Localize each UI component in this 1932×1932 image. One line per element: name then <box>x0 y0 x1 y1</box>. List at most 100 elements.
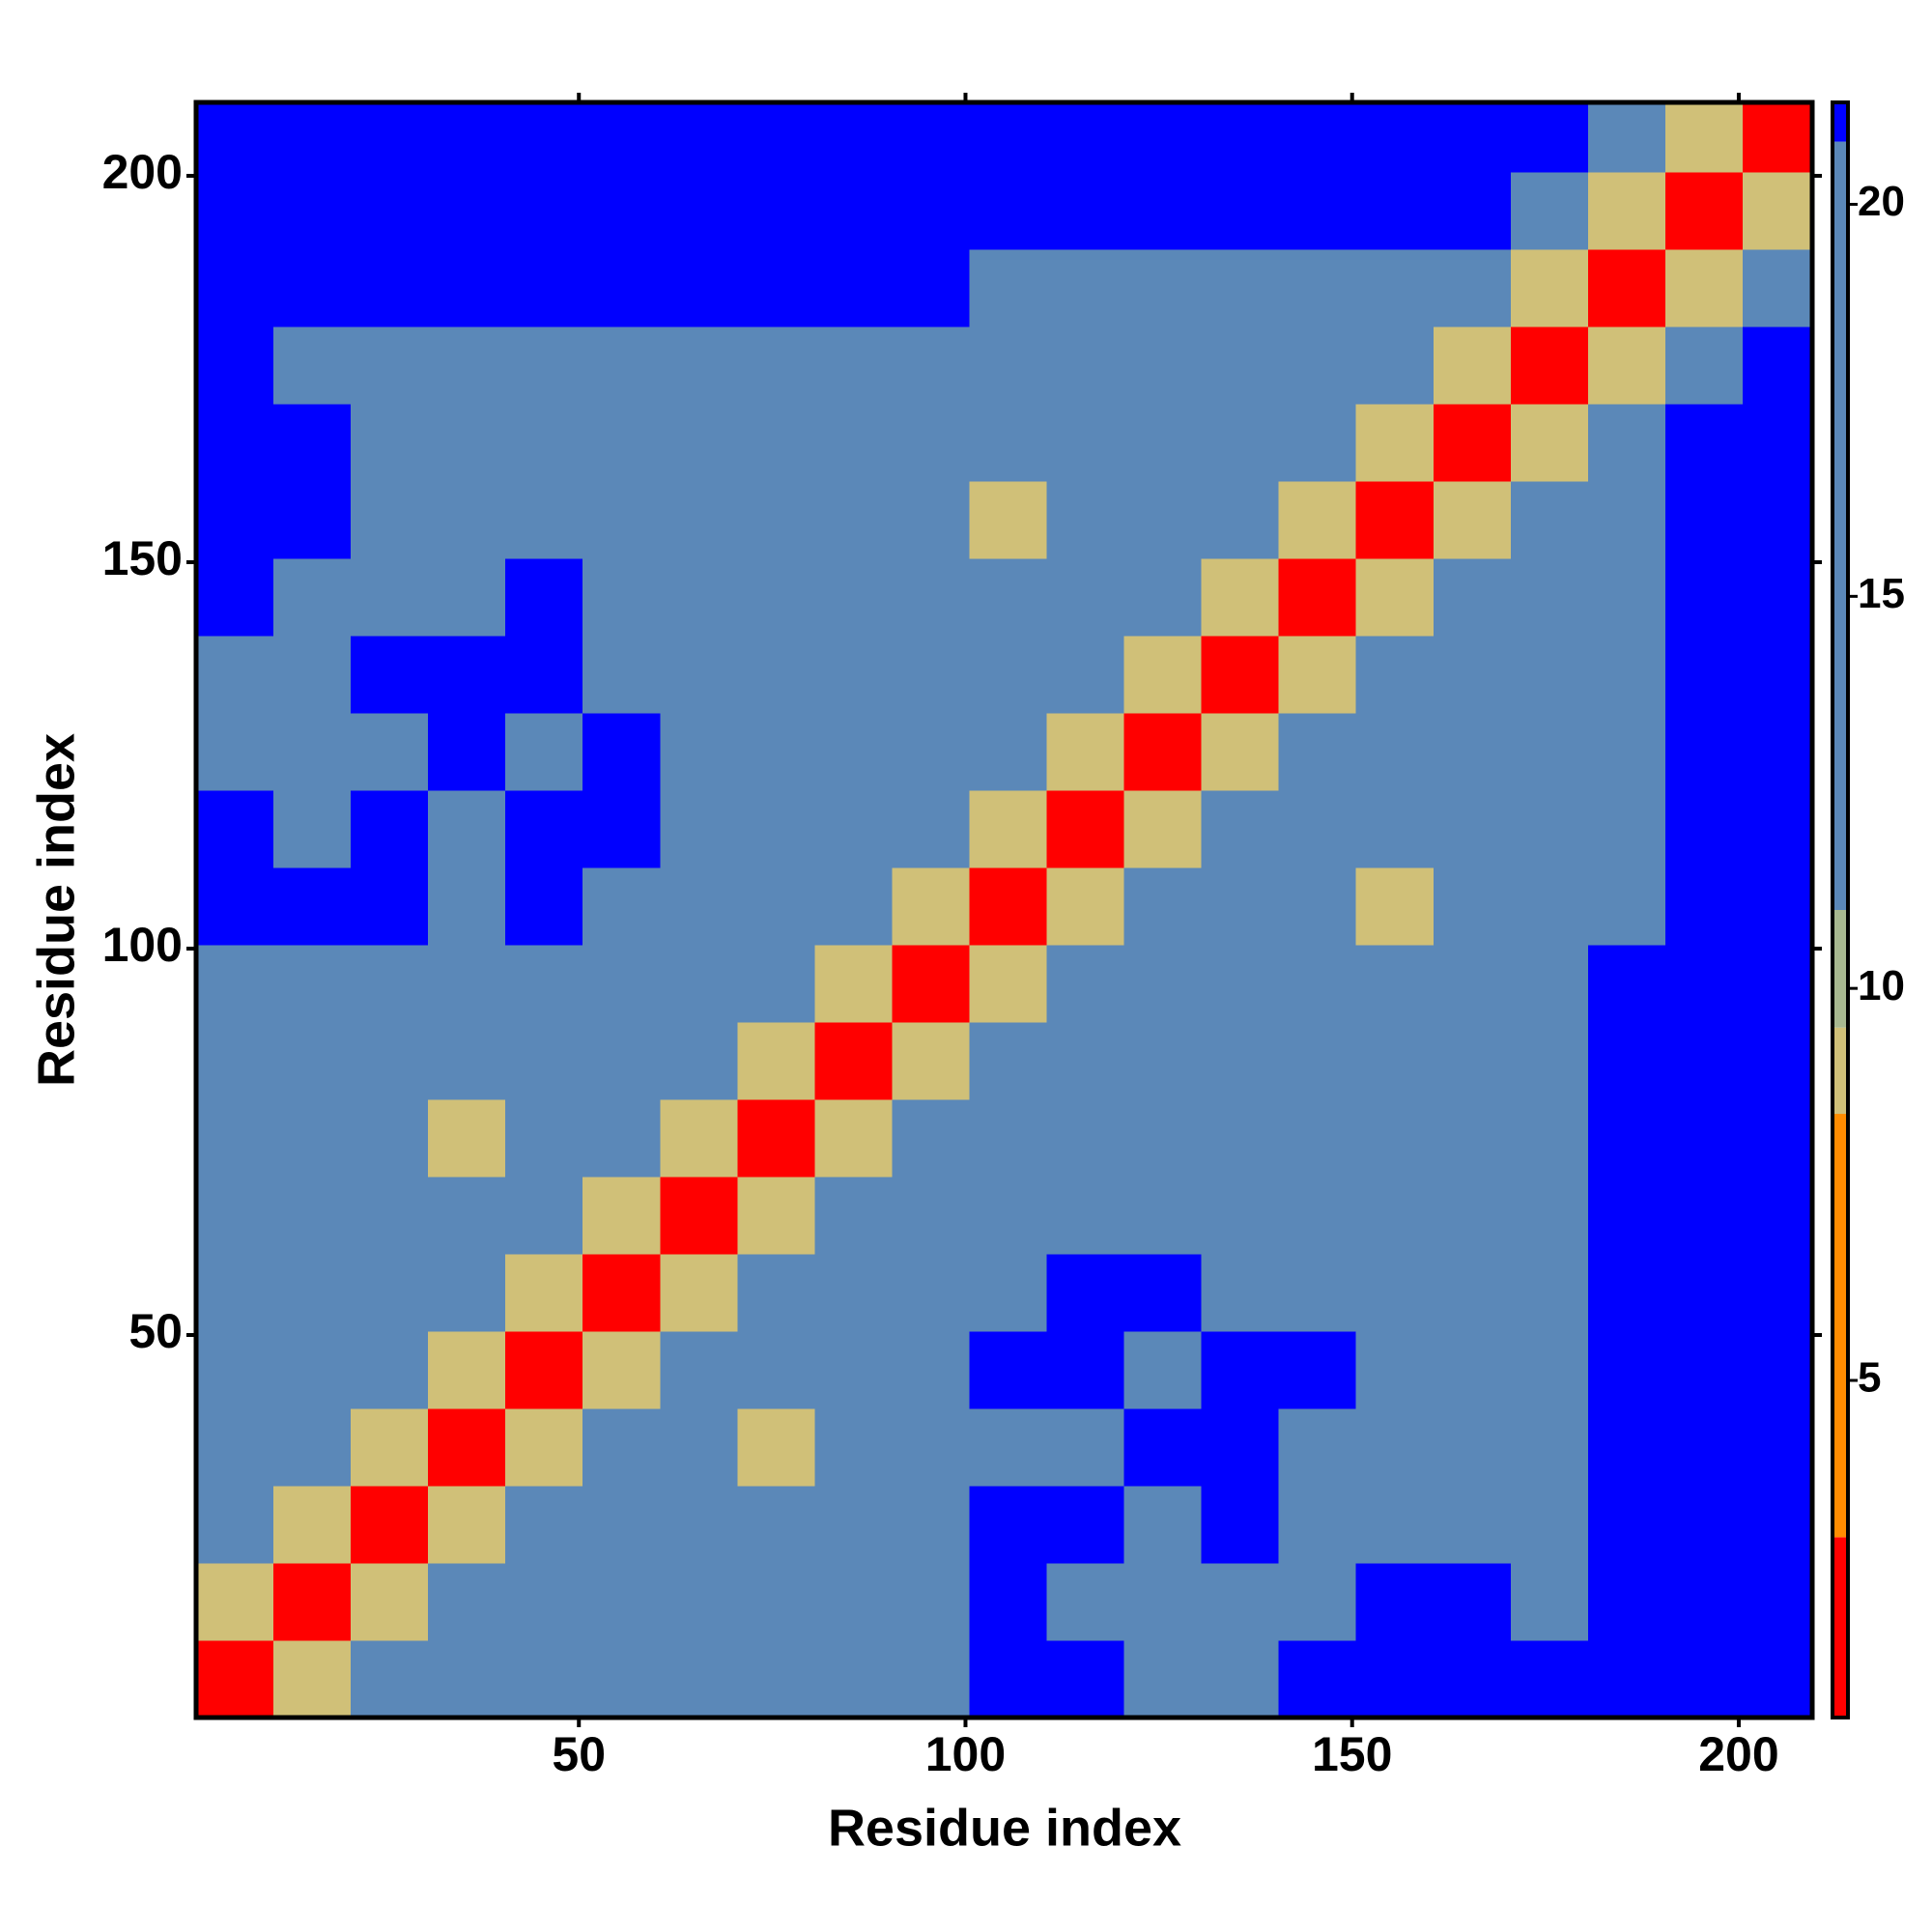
heatmap-cell <box>1123 172 1203 250</box>
heatmap-cell <box>892 481 971 559</box>
heatmap-cell <box>1201 1022 1280 1100</box>
heatmap-cell <box>1510 172 1589 250</box>
heatmap-cell <box>1123 1640 1203 1719</box>
heatmap-cell <box>1587 1099 1666 1178</box>
heatmap-cell <box>351 327 429 405</box>
x-tick-label: 200 <box>1698 1727 1778 1781</box>
heatmap-cell <box>1278 1486 1357 1564</box>
heatmap-cell <box>1201 713 1280 791</box>
heatmap-cell <box>1664 867 1744 946</box>
heatmap-cell <box>737 1254 815 1332</box>
heatmap-cell <box>1587 249 1666 327</box>
heatmap-cell <box>1433 867 1512 946</box>
heatmap-cell <box>273 102 352 173</box>
heatmap-cell <box>273 1099 352 1178</box>
heatmap-cell <box>273 558 352 637</box>
heatmap-cell <box>1355 1177 1435 1255</box>
heatmap-cell <box>1201 790 1280 868</box>
heatmap-cell <box>1587 327 1666 405</box>
heatmap-cell <box>196 481 274 559</box>
heatmap-cell <box>660 945 738 1023</box>
heatmap-cell <box>428 867 506 946</box>
heatmap-cell <box>737 867 815 946</box>
heatmap-cell <box>1201 945 1280 1023</box>
heatmap-cell <box>1201 249 1280 327</box>
heatmap-cell <box>1433 790 1512 868</box>
heatmap-cell <box>428 790 506 868</box>
heatmap-cell <box>273 1408 352 1487</box>
heatmap-cell <box>737 249 815 327</box>
heatmap-cell <box>428 1177 506 1255</box>
heatmap-cell <box>814 1022 894 1100</box>
heatmap-cell <box>505 1099 583 1178</box>
heatmap-cell <box>582 945 661 1023</box>
heatmap-cell <box>814 249 894 327</box>
heatmap-cell <box>737 1331 815 1409</box>
heatmap-cell <box>1278 102 1357 173</box>
heatmap-cell <box>273 327 352 405</box>
heatmap-cell <box>1433 404 1512 482</box>
heatmap-cell <box>505 1177 583 1255</box>
heatmap-cell <box>1433 1563 1512 1641</box>
heatmap-cell <box>351 102 429 173</box>
colorbar-segment <box>1833 141 1848 910</box>
heatmap-cell <box>1123 1486 1203 1564</box>
heatmap-cell <box>892 1640 971 1719</box>
heatmap-cell <box>1123 481 1203 559</box>
heatmap-cell <box>1201 1563 1280 1641</box>
heatmap-cell <box>1355 1408 1435 1487</box>
heatmap-cell <box>1201 867 1280 946</box>
heatmap-cell <box>351 1486 429 1564</box>
heatmap-cell <box>1664 1254 1744 1332</box>
heatmap-cell <box>814 1640 894 1719</box>
heatmap-cell <box>428 404 506 482</box>
heatmap-cell <box>582 790 661 868</box>
heatmap-cell <box>969 1331 1048 1409</box>
heatmap-cell <box>1433 945 1512 1023</box>
heatmap-cell <box>196 404 274 482</box>
heatmap-cell <box>1433 481 1512 559</box>
heatmap-cell <box>1201 558 1280 637</box>
heatmap-cell <box>892 1022 971 1100</box>
colorbar-tick-label: 20 <box>1858 178 1905 225</box>
heatmap-cell <box>814 1408 894 1487</box>
heatmap-cell <box>1587 481 1666 559</box>
heatmap-cell <box>582 404 661 482</box>
heatmap-cell <box>1433 1640 1512 1719</box>
heatmap-cell <box>1664 1099 1744 1178</box>
heatmap-cell <box>1278 1254 1357 1332</box>
heatmap-cell <box>1664 636 1744 714</box>
heatmap-cell <box>1433 102 1512 173</box>
heatmap-cell <box>582 1099 661 1178</box>
heatmap-cell <box>582 1408 661 1487</box>
heatmap-cell <box>969 1099 1048 1178</box>
heatmap-cell <box>505 713 583 791</box>
heatmap-cell <box>1510 558 1589 637</box>
heatmap-cell <box>969 636 1048 714</box>
heatmap-cell <box>1201 1254 1280 1332</box>
heatmap-cell <box>1742 172 1813 250</box>
heatmap-cell <box>1742 102 1813 173</box>
heatmap-cell <box>969 1254 1048 1332</box>
heatmap-cell <box>1587 1486 1666 1564</box>
heatmap-cell <box>1355 713 1435 791</box>
heatmap-cell <box>969 481 1048 559</box>
heatmap-cell <box>892 867 971 946</box>
heatmap-cell <box>1278 172 1357 250</box>
heatmap-cell <box>428 558 506 637</box>
heatmap-cell <box>737 1486 815 1564</box>
heatmap-cell <box>582 1486 661 1564</box>
heatmap-cell <box>1510 1177 1589 1255</box>
heatmap-cell <box>1123 1099 1203 1178</box>
heatmap-cell <box>428 172 506 250</box>
heatmap-cell <box>892 636 971 714</box>
heatmap-cell <box>814 1331 894 1409</box>
colorbar-segment <box>1833 1027 1848 1115</box>
heatmap-cell <box>892 1099 971 1178</box>
heatmap-cell <box>892 1408 971 1487</box>
heatmap-cell <box>1510 404 1589 482</box>
heatmap-cell <box>351 945 429 1023</box>
heatmap-cell <box>1355 1254 1435 1332</box>
heatmap-cell <box>273 1563 352 1641</box>
